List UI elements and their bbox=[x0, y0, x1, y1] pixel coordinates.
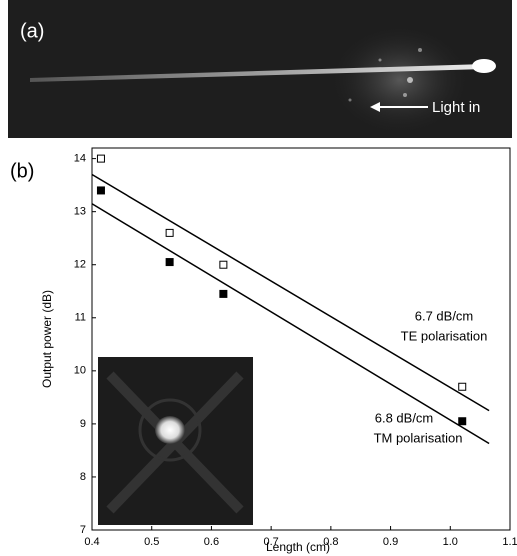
x-tick-label: 0.8 bbox=[323, 536, 338, 548]
y-tick-label: 9 bbox=[80, 418, 86, 430]
x-tick-label: 0.5 bbox=[144, 536, 159, 548]
y-tick-label: 7 bbox=[80, 524, 86, 536]
x-tick-label: 1.1 bbox=[502, 536, 517, 548]
fit-line bbox=[91, 173, 490, 412]
data-point bbox=[96, 154, 105, 163]
annotation: TE polarisation bbox=[401, 328, 488, 343]
y-tick-label: 8 bbox=[80, 471, 86, 483]
panel-label: (a) bbox=[20, 20, 44, 42]
data-point bbox=[165, 258, 174, 267]
y-tick-label: 12 bbox=[74, 259, 86, 271]
annotation: 6.8 dB/cm bbox=[375, 410, 434, 425]
data-point bbox=[219, 260, 228, 269]
plot-frame bbox=[91, 147, 511, 531]
fit-line bbox=[91, 203, 490, 445]
inset-image bbox=[98, 357, 253, 525]
data-point bbox=[458, 417, 467, 426]
y-tick-label: 10 bbox=[74, 365, 86, 377]
x-tick-label: 0.7 bbox=[263, 536, 278, 548]
data-point bbox=[458, 382, 467, 391]
photo: (a) Light in bbox=[8, 0, 512, 138]
y-tick-label: 11 bbox=[75, 312, 86, 324]
data-point bbox=[165, 228, 174, 237]
x-tick-label: 1.0 bbox=[443, 536, 458, 548]
y-tick-label: 14 bbox=[74, 153, 86, 165]
annotation: 6.7 dB/cm bbox=[415, 308, 474, 323]
photo-annotation: Light in bbox=[432, 99, 480, 116]
x-axis-label: Length (cm) bbox=[266, 540, 330, 554]
panel-label: (b) bbox=[10, 160, 34, 182]
annotation: TM polarisation bbox=[374, 430, 463, 445]
data-point bbox=[96, 186, 105, 195]
y-tick-label: 13 bbox=[74, 206, 86, 218]
x-tick-label: 0.9 bbox=[383, 536, 398, 548]
data-point bbox=[219, 289, 228, 298]
y-axis-label: Output power (dB) bbox=[40, 290, 54, 388]
x-tick-label: 0.4 bbox=[84, 536, 99, 548]
x-tick-label: 0.6 bbox=[204, 536, 219, 548]
